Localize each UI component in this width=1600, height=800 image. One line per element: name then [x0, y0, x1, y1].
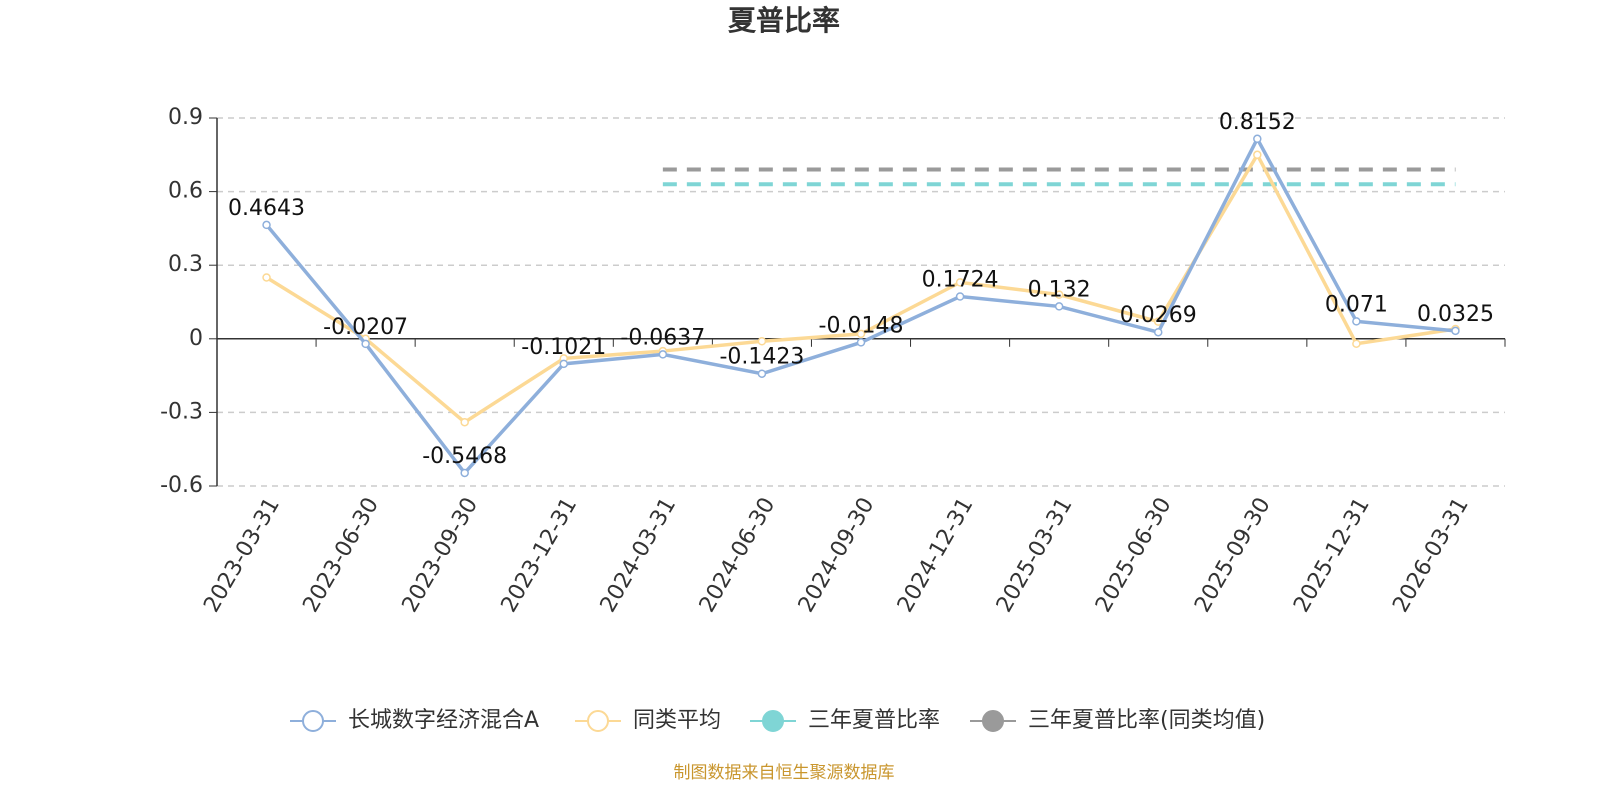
- data-label: 0.8152: [1219, 110, 1296, 135]
- legend-label: 同类平均: [633, 708, 721, 733]
- legend-marker: [302, 710, 324, 732]
- data-point: [658, 350, 668, 359]
- data-point: [262, 220, 271, 230]
- x-tick-label: 2024-03-31: [596, 494, 682, 617]
- legend-marker: [762, 710, 784, 732]
- data-label: 0.071: [1325, 292, 1388, 317]
- x-tick-label: 2024-06-30: [695, 494, 781, 617]
- y-tick-label: 0.6: [168, 179, 203, 204]
- data-label: 0.0269: [1120, 303, 1197, 328]
- data-point: [757, 369, 767, 378]
- x-tick-label: 2025-12-31: [1289, 494, 1375, 617]
- data-point: [856, 338, 866, 347]
- data-point: [1352, 339, 1361, 348]
- x-tick-label: 2023-03-31: [199, 494, 285, 617]
- x-tick-label: 2025-03-31: [992, 494, 1078, 617]
- data-point: [1451, 326, 1460, 336]
- data-label: -0.0148: [819, 313, 904, 338]
- data-point: [955, 278, 965, 287]
- data-point: [1253, 150, 1262, 160]
- data-label: 0.132: [1028, 277, 1091, 302]
- data-label: 0.0325: [1417, 302, 1494, 327]
- data-point: [856, 329, 866, 339]
- x-tick-label: 2026-03-31: [1388, 494, 1474, 617]
- data-point: [361, 339, 370, 349]
- y-tick-label: -0.3: [160, 399, 203, 424]
- data-label: -0.1423: [719, 345, 804, 370]
- data-point: [1054, 302, 1064, 311]
- chart-title: 夏普比率: [728, 4, 840, 37]
- y-tick-label: 0: [189, 326, 203, 351]
- data-point: [955, 292, 965, 301]
- data-label: -0.5468: [422, 444, 507, 469]
- data-label: 0.4643: [228, 196, 305, 221]
- data-label: -0.1021: [521, 335, 606, 360]
- legend-label: 长城数字经济混合A: [348, 708, 539, 733]
- x-tick-label: 2024-09-30: [794, 494, 880, 617]
- data-point: [1352, 317, 1361, 326]
- x-tick-label: 2025-06-30: [1091, 494, 1177, 617]
- data-point: [1054, 290, 1064, 299]
- legend-marker: [587, 710, 609, 732]
- data-label: -0.0637: [620, 325, 705, 350]
- legend-label: 三年夏普比率: [808, 708, 940, 733]
- series-line: [265, 151, 1456, 425]
- data-label: 0.1724: [922, 268, 999, 293]
- x-tick-label: 2023-09-30: [398, 494, 484, 617]
- x-tick-label: 2023-06-30: [298, 494, 384, 617]
- data-label: -0.0207: [323, 315, 408, 340]
- data-point: [262, 273, 271, 282]
- y-tick-label: -0.6: [160, 473, 203, 498]
- data-point: [559, 359, 569, 369]
- x-tick-label: 2025-09-30: [1190, 494, 1276, 617]
- x-tick-label: 2024-12-31: [893, 494, 979, 617]
- x-tick-label: 2023-12-31: [497, 494, 583, 617]
- data-point: [1153, 327, 1163, 337]
- data-point: [757, 337, 767, 346]
- y-tick-label: 0.9: [168, 105, 203, 130]
- y-tick-label: 0.3: [168, 252, 203, 277]
- footnote: 制图数据来自恒生聚源数据库: [674, 763, 895, 783]
- legend-marker: [982, 710, 1004, 732]
- data-point: [460, 417, 469, 427]
- data-point: [1253, 134, 1262, 144]
- legend-label: 三年夏普比率(同类均值): [1028, 708, 1265, 733]
- data-point: [460, 468, 469, 478]
